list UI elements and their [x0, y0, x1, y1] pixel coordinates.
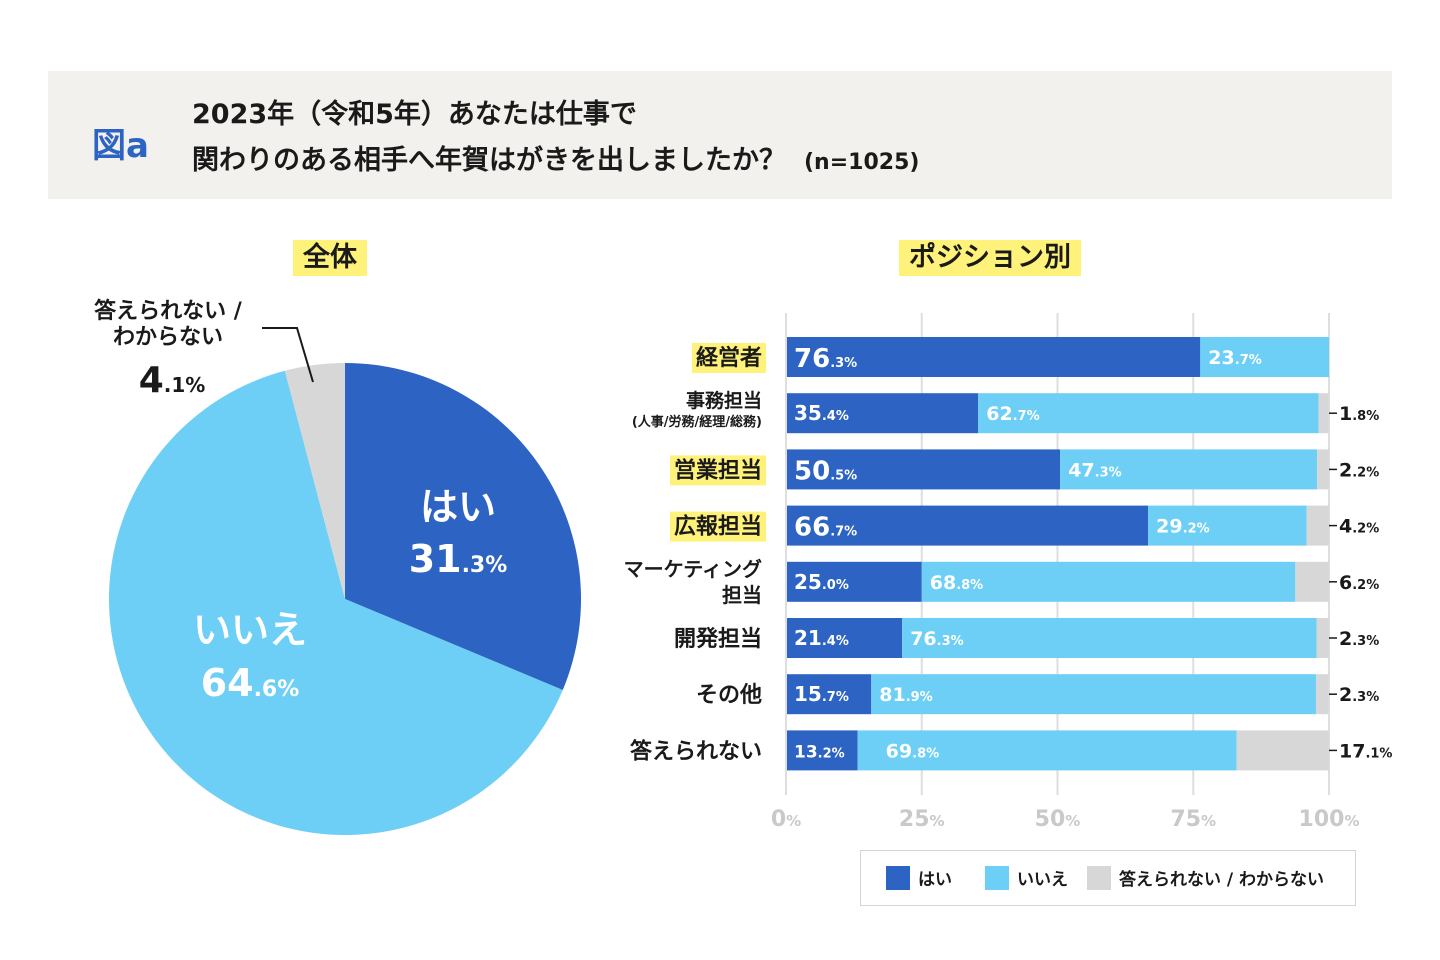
legend-label-no: いいえ: [1017, 870, 1068, 890]
pie-label-unknown-1: 答えられない /: [94, 298, 243, 324]
legend-label-unknown: 答えられない / わからない: [1119, 869, 1324, 890]
x-tick-50: 50%: [1035, 807, 1081, 832]
title-line-1: 2023年（令和5年）あなたは仕事で: [192, 99, 637, 130]
bar-unknown-2: [1317, 449, 1329, 490]
category-label-3: 広報担当: [674, 514, 762, 540]
bar-label-no-1: 62.7%: [986, 403, 1039, 425]
bar-no-2: [1060, 449, 1318, 490]
bar-unknown-1: [1318, 393, 1329, 434]
pie-slice-unknown: [284, 363, 345, 599]
bar-label-yes-4: 25.0%: [794, 570, 849, 594]
figure-label: 図a: [92, 126, 149, 166]
title-line-2-text: 関わりのある相手へ年賀はがきを出しましたか？: [192, 145, 786, 176]
pie-label-yes: はい: [420, 485, 496, 529]
bar-label-unknown-5: 2.3%: [1339, 628, 1379, 650]
bar-yes-6: [786, 674, 872, 715]
sample-size: (n=1025): [804, 150, 920, 175]
bar-label-yes-6: 15.7%: [794, 682, 849, 706]
bar-label-yes-7: 13.2%: [794, 742, 845, 762]
title-line-2: 関わりのある相手へ年賀はがきを出しましたか？ (n=1025): [192, 138, 919, 186]
bar-no-0: [1200, 337, 1329, 377]
bar-no-7: [857, 730, 1237, 771]
bar-yes-7: [786, 730, 858, 771]
bar-unknown-4: [1295, 561, 1329, 602]
category-label-5: 開発担当: [674, 627, 762, 652]
bar-label-no-0: 23.7%: [1208, 347, 1261, 369]
bar-no-1: [978, 393, 1319, 434]
category-label-1-b: (人事/労務/経理/総務): [632, 414, 762, 430]
bar-label-yes-5: 21.4%: [794, 626, 849, 650]
pie-label-unknown-2: わからない: [113, 325, 223, 350]
bar-yes-4: [786, 561, 922, 602]
bar-unknown-5: [1316, 618, 1329, 658]
category-highlight-3: [670, 511, 766, 542]
chart-title: 2023年（令和5年）あなたは仕事で 関わりのある相手へ年賀はがきを出しましたか…: [192, 92, 919, 186]
legend-swatch-unknown: [1087, 866, 1111, 890]
legend-swatch-no: [985, 866, 1009, 890]
bar-yes-5: [786, 618, 903, 658]
pie-value-no: 64.6%: [201, 661, 300, 705]
bar-unknown-6: [1315, 674, 1329, 715]
category-label-7: 答えられない: [630, 738, 762, 764]
category-label-4-a: マーケティング: [624, 557, 762, 581]
bar-label-no-3: 29.2%: [1156, 516, 1209, 538]
bar-label-unknown-6: 2.3%: [1339, 684, 1379, 706]
bar-unknown-3: [1306, 505, 1329, 546]
bar-label-no-2: 47.3%: [1068, 459, 1121, 481]
bar-no-4: [921, 561, 1296, 602]
bar-yes-1: [786, 393, 979, 434]
bar-label-no-7: 69.8%: [886, 740, 939, 762]
bar-label-yes-2: 50.5%: [794, 456, 857, 486]
bar-section-title: ポジション別: [899, 240, 1081, 276]
bar-label-unknown-3: 4.2%: [1339, 516, 1379, 538]
category-label-0: 経営者: [696, 345, 762, 371]
category-label-4-b: 担当: [722, 583, 762, 607]
pie-value-unknown: 4.1%: [139, 360, 206, 401]
pie-value-yes: 31.3%: [409, 537, 508, 581]
bar-label-yes-3: 66.7%: [794, 513, 857, 543]
x-tick-100: 100%: [1299, 807, 1360, 832]
category-label-2: 営業担当: [674, 457, 762, 483]
category-label-1-a: 事務担当: [686, 389, 762, 412]
pie-section-title: 全体: [293, 240, 367, 276]
pie-slice-yes: [345, 363, 582, 690]
bar-yes-2: [786, 449, 1061, 490]
x-tick-75: 75%: [1170, 807, 1216, 832]
category-label-6: その他: [696, 683, 762, 708]
pie-leader-line: [262, 327, 314, 383]
bar-label-yes-1: 35.4%: [794, 401, 849, 425]
x-tick-25: 25%: [899, 807, 945, 832]
bar-label-unknown-4: 6.2%: [1339, 572, 1379, 594]
legend-swatch-yes: [886, 866, 910, 890]
bar-no-3: [1148, 505, 1307, 546]
title-banner: [48, 71, 1392, 199]
bar-label-no-6: 81.9%: [879, 684, 932, 706]
bar-yes-0: [786, 337, 1201, 377]
bar-label-no-4: 68.8%: [930, 572, 983, 594]
bar-label-unknown-2: 2.2%: [1339, 459, 1379, 481]
category-highlight-2: [670, 455, 766, 486]
category-highlight-0: [692, 343, 766, 373]
bar-no-5: [902, 618, 1317, 658]
bar-no-6: [871, 674, 1316, 715]
bar-label-no-5: 76.3%: [910, 628, 963, 650]
bar-label-unknown-1: 1.8%: [1339, 403, 1379, 425]
legend-label-yes: はい: [918, 870, 952, 890]
bar-yes-3: [786, 505, 1149, 546]
bar-label-yes-0: 76.3%: [794, 344, 857, 374]
bar-label-unknown-7: 17.1%: [1339, 740, 1392, 762]
bar-unknown-7: [1236, 730, 1329, 771]
pie-label-no: いいえ: [193, 608, 307, 652]
x-tick-0: 0%: [771, 807, 801, 832]
pie-slice-no: [109, 370, 563, 835]
